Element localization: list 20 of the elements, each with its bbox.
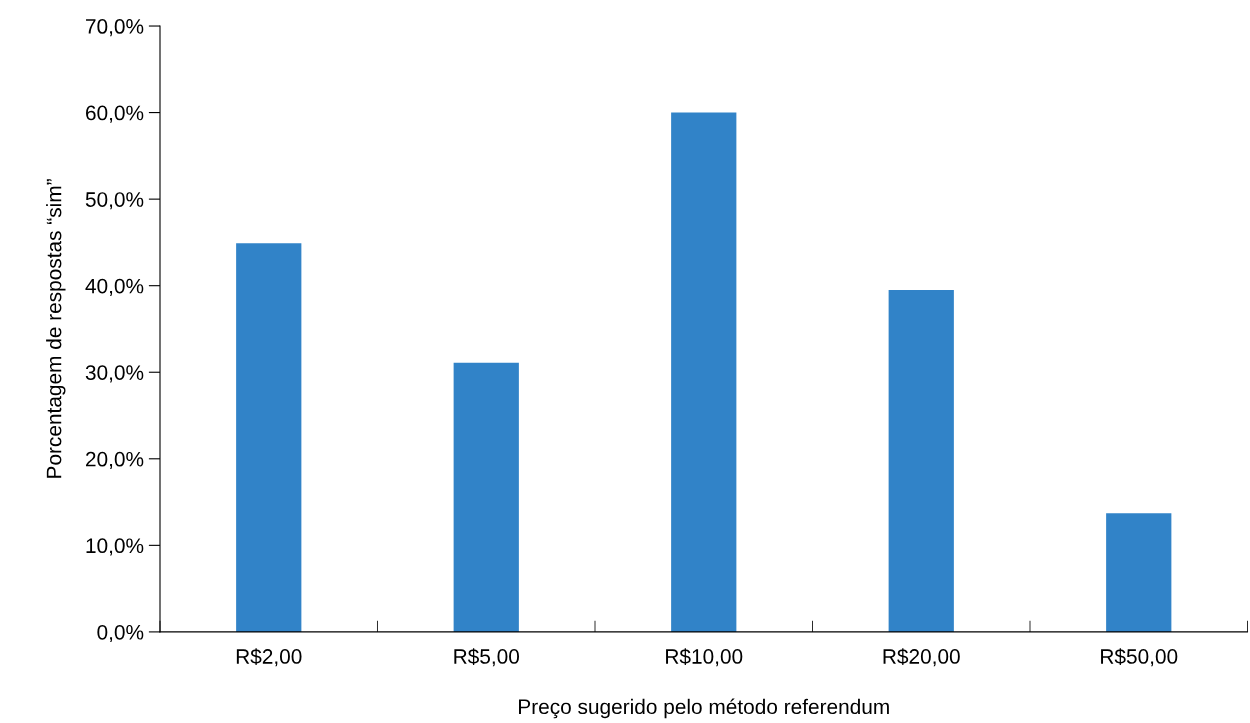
x-tick-label: R$2,00 <box>236 648 302 667</box>
y-tick-label: 30,0% <box>85 365 144 383</box>
bar <box>888 290 954 632</box>
y-tick-label: 40,0% <box>85 278 144 296</box>
x-tick-label: R$5,00 <box>454 648 520 667</box>
bar <box>671 112 737 632</box>
y-axis-title: Porcentagem de respostas “sim” <box>46 179 66 478</box>
x-axis-title: Preço sugerido pelo método referendum <box>519 698 889 719</box>
x-tick-label: R$10,00 <box>666 648 743 667</box>
y-tick-label: 50,0% <box>85 192 144 210</box>
bar <box>453 362 519 632</box>
x-tick-label: R$20,00 <box>883 648 960 667</box>
y-tick-label: 0,0% <box>97 624 144 643</box>
y-tick-label: 60,0% <box>86 105 144 123</box>
bar <box>1106 513 1172 632</box>
y-tick-label: 70,0% <box>86 19 144 37</box>
y-tick-label: 20,0% <box>86 451 144 470</box>
y-tick-label: 10,0% <box>86 538 144 556</box>
bar <box>236 243 302 632</box>
x-tick-label: R$50,00 <box>1101 648 1178 667</box>
